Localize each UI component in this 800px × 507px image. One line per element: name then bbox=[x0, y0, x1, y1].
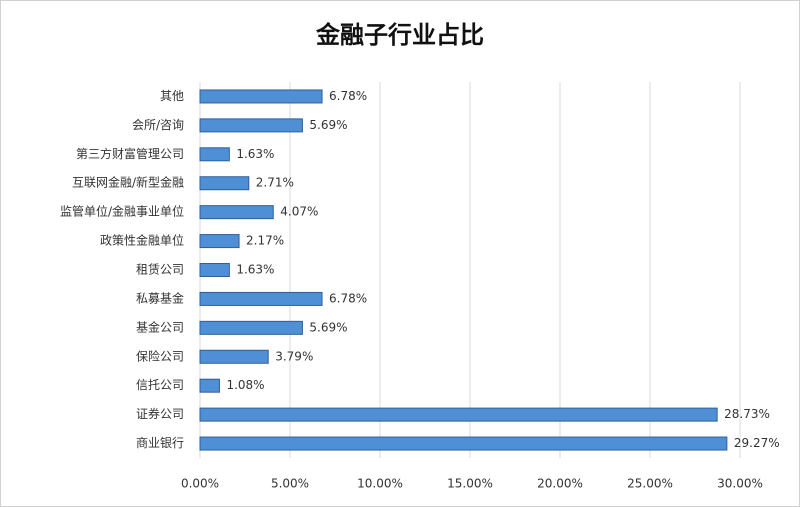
y-tick-label: 私募基金 bbox=[136, 290, 184, 305]
x-tick-label: 10.00% bbox=[357, 477, 403, 491]
bar bbox=[199, 205, 274, 220]
x-tick-label: 30.00% bbox=[717, 477, 763, 491]
y-tick-label: 政策性金融单位 bbox=[100, 233, 184, 248]
y-tick-label: 第三方财富管理公司 bbox=[76, 146, 184, 161]
data-label: 6.78% bbox=[329, 89, 367, 103]
data-label: 2.71% bbox=[256, 176, 294, 190]
x-tick-label: 0.00% bbox=[181, 477, 219, 491]
bar bbox=[199, 89, 323, 104]
y-tick-label: 其他 bbox=[160, 89, 184, 103]
x-tick-label: 15.00% bbox=[447, 477, 493, 491]
y-tick-label: 会所/咨询 bbox=[132, 117, 184, 132]
y-tick-label: 证券公司 bbox=[136, 406, 184, 421]
y-tick-label: 保险公司 bbox=[136, 348, 184, 363]
bar bbox=[199, 263, 230, 277]
data-label: 29.27% bbox=[734, 436, 780, 450]
bar bbox=[199, 436, 728, 451]
y-tick-label: 监管单位/金融事业单位 bbox=[60, 204, 184, 219]
y-tick-label: 租赁公司 bbox=[136, 263, 184, 277]
x-tick-label: 20.00% bbox=[537, 477, 583, 491]
bar bbox=[199, 349, 269, 364]
bar bbox=[199, 378, 220, 393]
y-tick-label: 基金公司 bbox=[136, 319, 184, 334]
data-label: 1.08% bbox=[226, 378, 264, 392]
bar bbox=[199, 320, 303, 335]
data-label: 5.69% bbox=[309, 320, 347, 334]
data-label: 4.07% bbox=[280, 205, 318, 219]
x-tick-label: 5.00% bbox=[271, 477, 309, 491]
data-label: 5.69% bbox=[309, 118, 347, 132]
data-label: 1.63% bbox=[236, 147, 274, 161]
y-tick-label: 商业银行 bbox=[136, 435, 184, 450]
chart-title: 金融子行业占比 bbox=[315, 21, 484, 49]
bar bbox=[199, 147, 230, 162]
data-label: 1.63% bbox=[236, 263, 274, 277]
bar bbox=[199, 291, 323, 306]
data-label: 28.73% bbox=[724, 407, 770, 421]
bar bbox=[199, 118, 303, 133]
y-tick-label: 信托公司 bbox=[136, 378, 184, 392]
x-tick-label: 25.00% bbox=[627, 477, 673, 491]
data-label: 2.17% bbox=[246, 234, 284, 248]
y-tick-label: 互联网金融/新型金融 bbox=[72, 175, 184, 190]
data-label: 6.78% bbox=[329, 291, 367, 305]
data-label: 3.79% bbox=[275, 349, 313, 363]
bar bbox=[199, 176, 250, 191]
bar bbox=[199, 407, 718, 422]
bar bbox=[199, 234, 240, 249]
